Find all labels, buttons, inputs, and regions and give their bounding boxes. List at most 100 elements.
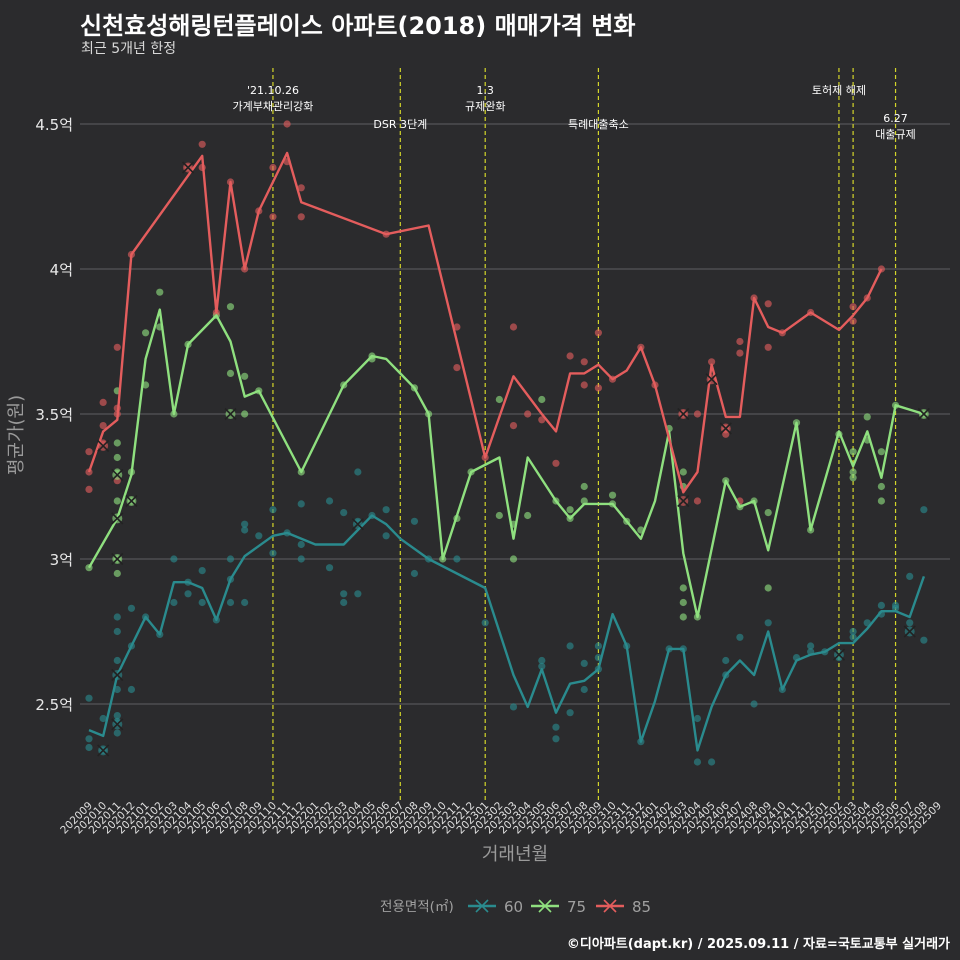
series-lines: [87, 151, 926, 752]
scatter-point-60: [85, 694, 93, 702]
scatter-point-75: [113, 439, 121, 447]
scatter-point-60: [113, 613, 121, 621]
scatter-point-60: [127, 685, 136, 694]
scatter-point-60: [226, 598, 235, 607]
chart-subtitle: 최근 5개년 한정: [81, 41, 177, 57]
y-tick-label: 4억: [50, 261, 73, 279]
scatter-point-60: [113, 729, 121, 737]
scatter-point-60: [849, 627, 857, 636]
legend-item-75: 75: [531, 898, 586, 916]
scatter-point-85: [566, 352, 574, 360]
y-tick-label: 4.5억: [35, 116, 73, 134]
scatter-point-75: [849, 468, 857, 476]
scatter-point-60: [184, 590, 192, 598]
scatter-point-60: [113, 627, 121, 636]
scatter-point-60: [849, 633, 857, 641]
scatter-point-60: [241, 526, 249, 534]
scatter-point-85: [509, 422, 518, 430]
scatter-point-60: [170, 555, 178, 563]
series-line-75: [87, 308, 925, 619]
cross-marker-60: [903, 625, 916, 638]
scatter-point-60: [920, 636, 928, 644]
scatter-point-60: [269, 549, 277, 557]
scatter-point-60: [170, 598, 178, 607]
scatter-point-60: [127, 604, 136, 612]
scatter-point-75: [679, 613, 687, 621]
scatter-point-60: [340, 508, 348, 517]
scatter-point-60: [552, 723, 560, 731]
event-label: 대출규제: [875, 128, 915, 141]
event-label: 1.3: [476, 84, 494, 97]
scatter-point-75: [226, 369, 235, 377]
scatter-point-75: [156, 288, 164, 296]
scatter-point-60: [255, 532, 263, 540]
x-axis-title: 거래년월: [482, 844, 548, 865]
event-label: 가계부채관리강화: [232, 100, 313, 113]
scatter-point-60: [877, 601, 886, 610]
scatter-point-60: [538, 662, 546, 670]
scatter-point-75: [509, 555, 518, 563]
scatter-point-60: [693, 758, 702, 766]
scatter-point-60: [198, 598, 206, 607]
cross-marker-60: [111, 668, 124, 682]
scatter-point-60: [340, 598, 348, 607]
scatter-point-60: [354, 590, 362, 598]
scatter-point-75: [524, 511, 532, 520]
scatter-point-75: [679, 598, 687, 607]
cross-marker-85: [97, 439, 110, 452]
scatter-point-85: [509, 323, 518, 331]
cross-marker-85: [719, 422, 732, 435]
scatter-points: [85, 120, 928, 766]
scatter-point-60: [906, 619, 914, 627]
cross-marker-85: [705, 373, 718, 386]
scatter-point-75: [679, 468, 687, 476]
axes: 2.5억3억3.5억4억4.5억202009202010202011202012…: [6, 116, 944, 865]
scatter-point-60: [382, 532, 390, 540]
scatter-point-85: [764, 343, 772, 351]
series-line-60: [88, 514, 926, 752]
scatter-point-75: [580, 482, 588, 491]
scatter-point-75: [113, 497, 121, 505]
legend-item-60: 60: [468, 898, 523, 916]
scatter-point-75: [495, 511, 503, 520]
scatter-point-85: [594, 384, 603, 392]
scatter-point-75: [241, 410, 249, 418]
scatter-point-60: [297, 555, 305, 563]
scatter-point-85: [764, 300, 772, 308]
event-label: DSR 3단계: [373, 118, 427, 131]
scatter-point-75: [113, 569, 121, 578]
scatter-point-60: [410, 569, 419, 578]
y-tick-label: 2.5억: [35, 696, 73, 714]
scatter-point-75: [877, 497, 886, 505]
scatter-point-60: [241, 520, 249, 528]
scatter-point-60: [85, 743, 93, 752]
event-label: 6.27: [883, 112, 908, 125]
scatter-point-60: [340, 590, 348, 598]
y-tick-label: 3.5억: [35, 406, 73, 424]
scatter-point-85: [453, 364, 461, 372]
scatter-point-85: [693, 410, 702, 418]
scatter-point-85: [849, 317, 857, 325]
scatter-point-75: [849, 448, 857, 456]
scatter-point-85: [283, 120, 291, 128]
y-tick-label: 3억: [50, 551, 73, 569]
scatter-point-85: [594, 329, 603, 337]
scatter-point-60: [566, 709, 574, 717]
scatter-point-75: [764, 584, 772, 592]
scatter-point-75: [495, 395, 503, 404]
scatter-point-60: [693, 714, 702, 723]
scatter-point-60: [580, 685, 588, 694]
scatter-point-60: [750, 700, 758, 708]
scatter-point-60: [764, 619, 772, 627]
cross-marker-75: [917, 407, 930, 421]
scatter-point-85: [453, 323, 461, 331]
scatter-point-60: [807, 642, 815, 650]
scatter-point-60: [538, 656, 546, 665]
legend: 전용면적(㎡) 60 75 85: [380, 898, 651, 916]
scatter-point-60: [594, 642, 603, 650]
cross-marker-75: [125, 494, 138, 508]
scatter-point-60: [906, 572, 914, 581]
scatter-point-85: [849, 303, 857, 311]
scatter-point-85: [99, 398, 107, 406]
